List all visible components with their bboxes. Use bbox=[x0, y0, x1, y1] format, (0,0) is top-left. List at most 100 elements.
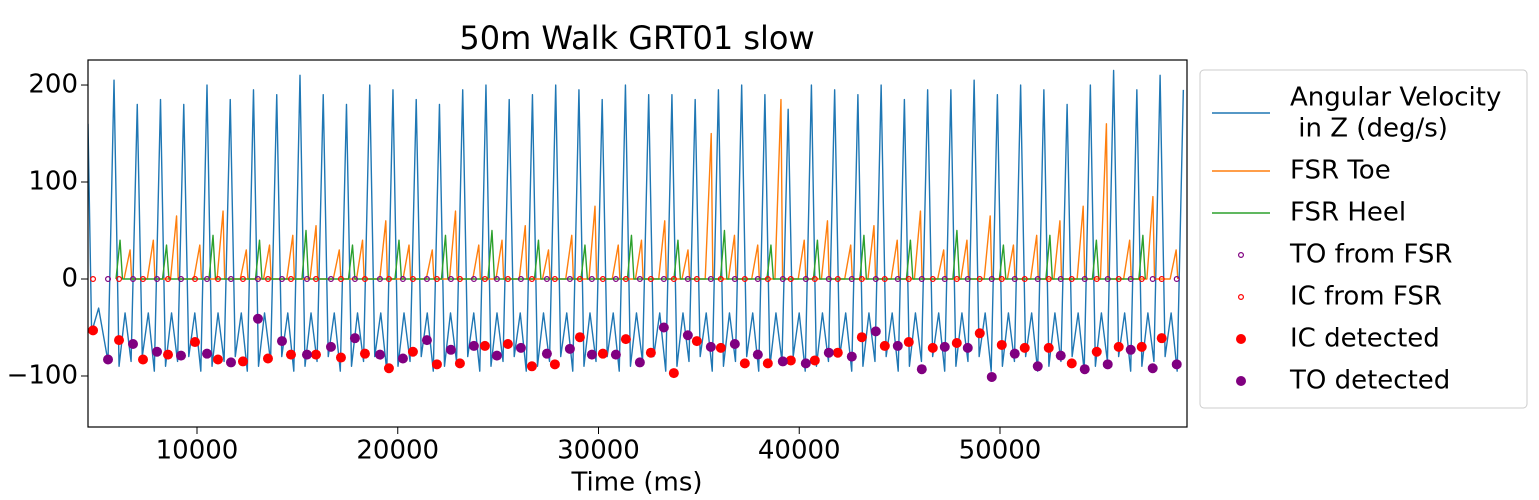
marker bbox=[1091, 346, 1102, 357]
marker bbox=[88, 325, 99, 336]
marker bbox=[349, 333, 360, 344]
hollow-marker bbox=[1158, 275, 1165, 282]
data-line bbox=[115, 229, 1146, 280]
marker bbox=[128, 338, 139, 349]
marker bbox=[645, 347, 656, 358]
hollow-marker bbox=[779, 275, 786, 282]
legend-label: FSR Heel bbox=[1290, 198, 1406, 228]
hollow-marker bbox=[588, 275, 595, 282]
marker bbox=[610, 349, 621, 360]
marker bbox=[715, 342, 726, 353]
marker bbox=[212, 354, 223, 365]
hollow-marker bbox=[278, 275, 285, 282]
legend-label: FSR Toe bbox=[1290, 156, 1391, 186]
x-tick-label: 50000 bbox=[959, 436, 1042, 466]
hollow-marker bbox=[929, 275, 936, 282]
hollow-marker bbox=[988, 275, 995, 282]
hollow-marker bbox=[140, 275, 147, 282]
hollow-marker bbox=[976, 275, 983, 282]
hollow-marker bbox=[707, 275, 714, 282]
hollow-marker bbox=[1045, 275, 1052, 282]
marker bbox=[237, 356, 248, 367]
hollow-marker bbox=[741, 275, 748, 282]
marker bbox=[162, 349, 173, 360]
hollow-marker bbox=[636, 275, 643, 282]
hollow-marker bbox=[1093, 275, 1100, 282]
marker bbox=[1171, 359, 1182, 370]
marker bbox=[325, 341, 336, 352]
marker bbox=[397, 353, 408, 364]
hollow-marker bbox=[227, 275, 234, 282]
hollow-marker bbox=[787, 275, 794, 282]
marker bbox=[515, 342, 526, 353]
plot-area bbox=[88, 69, 1185, 382]
y-tick-label: 100 bbox=[28, 167, 78, 197]
marker bbox=[103, 354, 114, 365]
legend-swatch bbox=[1236, 376, 1246, 386]
hollow-marker bbox=[385, 275, 392, 282]
marker bbox=[374, 349, 385, 360]
marker bbox=[974, 328, 985, 339]
marker bbox=[879, 340, 890, 351]
marker bbox=[1136, 341, 1147, 352]
hollow-marker bbox=[239, 275, 246, 282]
hollow-marker bbox=[941, 275, 948, 282]
legend-label: Angular Velocity in Z (deg/s) bbox=[1290, 82, 1501, 143]
marker bbox=[785, 355, 796, 366]
hollow-marker bbox=[1127, 275, 1134, 282]
hollow-marker bbox=[1173, 275, 1180, 282]
hollow-marker bbox=[731, 275, 738, 282]
marker bbox=[658, 322, 669, 333]
hollow-marker bbox=[287, 275, 294, 282]
legend-swatch bbox=[1237, 294, 1244, 301]
hollow-marker bbox=[409, 275, 416, 282]
marker bbox=[114, 335, 125, 346]
marker bbox=[809, 355, 820, 366]
x-tick-label: 30000 bbox=[557, 436, 640, 466]
hollow-marker bbox=[1021, 275, 1028, 282]
hollow-marker bbox=[178, 275, 185, 282]
hollow-marker bbox=[660, 275, 667, 282]
hollow-marker bbox=[303, 275, 310, 282]
marker bbox=[301, 349, 312, 360]
y-tick-label: 0 bbox=[61, 263, 78, 293]
hollow-marker bbox=[622, 275, 629, 282]
marker bbox=[916, 364, 927, 375]
marker bbox=[1009, 348, 1020, 359]
marker bbox=[951, 338, 962, 349]
marker bbox=[383, 363, 394, 374]
hollow-marker bbox=[764, 275, 771, 282]
marker bbox=[870, 326, 881, 337]
marker bbox=[762, 358, 773, 369]
marker bbox=[1125, 344, 1136, 355]
hollow-marker bbox=[204, 275, 211, 282]
hollow-marker bbox=[858, 275, 865, 282]
legend-swatch bbox=[1237, 252, 1244, 259]
legend-swatch bbox=[1236, 334, 1246, 344]
y-tick-label: −100 bbox=[7, 360, 78, 390]
marker bbox=[996, 339, 1007, 350]
hollow-marker bbox=[684, 275, 691, 282]
marker bbox=[634, 357, 645, 368]
marker bbox=[832, 347, 843, 358]
hollow-marker bbox=[834, 275, 841, 282]
hollow-marker bbox=[1068, 275, 1075, 282]
marker bbox=[189, 337, 200, 348]
hollow-marker bbox=[953, 275, 960, 282]
marker bbox=[445, 344, 456, 355]
hollow-marker bbox=[105, 275, 112, 282]
x-tick-label: 40000 bbox=[758, 436, 841, 466]
hollow-marker bbox=[470, 275, 477, 282]
legend-label: TO from FSR bbox=[1289, 240, 1452, 270]
hollow-marker bbox=[964, 275, 971, 282]
marker bbox=[1113, 341, 1124, 352]
hollow-marker bbox=[517, 275, 524, 282]
marker bbox=[454, 358, 465, 369]
hollow-marker bbox=[1034, 275, 1041, 282]
marker bbox=[564, 343, 575, 354]
hollow-marker bbox=[399, 275, 406, 282]
legend-label: IC from FSR bbox=[1290, 282, 1442, 312]
marker bbox=[262, 353, 273, 364]
hollow-marker bbox=[214, 275, 221, 282]
